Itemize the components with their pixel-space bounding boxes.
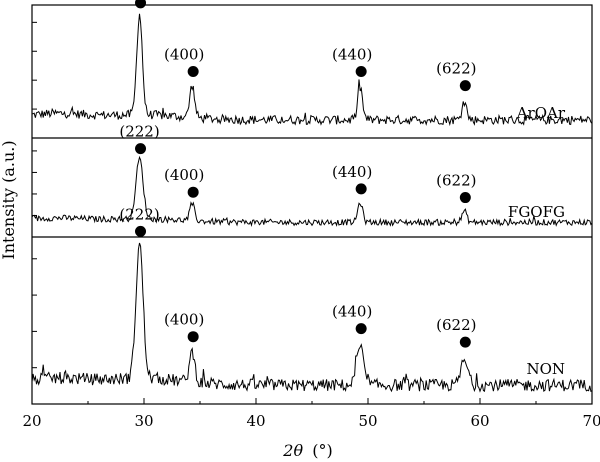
peak-label: (400) (164, 311, 204, 329)
x-tick-label: 30 (134, 412, 153, 430)
peak-label: (622) (436, 316, 476, 334)
x-axis-label-symbol: 2θ (282, 441, 303, 460)
peak-marker (135, 225, 147, 237)
peak-marker (135, 0, 147, 9)
x-axis-ticks: 20 30 40 50 60 70 (22, 398, 600, 430)
peak-label: (622) (436, 172, 476, 190)
x-tick-label: 40 (246, 412, 265, 430)
x-tick-label: 50 (358, 412, 377, 430)
peak-marker (355, 323, 367, 335)
peak-marker (355, 66, 367, 77)
peak-marker (187, 331, 199, 343)
peak-label: (222) (119, 123, 159, 141)
x-tick-label: 60 (470, 412, 489, 430)
x-tick-label: 20 (22, 412, 41, 430)
peak-label: (440) (332, 46, 372, 64)
panel-non: (222) (400) (440) (622) NON (31, 205, 593, 393)
x-axis-label: 2θ (°) (282, 441, 332, 460)
peak-marker (187, 66, 199, 77)
peak-label: (400) (164, 166, 204, 184)
peak-label: (440) (332, 303, 372, 321)
panel-aroar: (222)(400)(440)(622)ArOAr (31, 0, 593, 127)
panels-layer: (222) (400) (440) (622) ArOAr (222) (400) (440)… (31, 0, 593, 393)
series-line-aroar (31, 13, 593, 127)
peak-label: (440) (332, 163, 372, 181)
series-line-fgofg (31, 155, 593, 227)
peak-marker (135, 143, 147, 155)
peak-label: (222) (119, 205, 159, 223)
panel-fgofg: (222) (400) (440) (622) FGOFG (31, 123, 593, 227)
peak-marker (459, 192, 471, 204)
peak-marker (459, 80, 471, 92)
panel-label-non: NON (526, 360, 565, 378)
peak-marker (459, 336, 471, 348)
series-line-non (31, 242, 593, 393)
panel-label-aroar: ArOAr (516, 104, 566, 122)
x-axis-label-unit: (°) (312, 441, 332, 460)
peak-marker (355, 183, 367, 195)
x-tick-label: 70 (582, 412, 600, 430)
peak-label: (400) (164, 46, 204, 64)
peak-label: (622) (436, 60, 476, 78)
peak-marker (187, 186, 199, 198)
y-axis-label: Intensity (a.u.) (0, 140, 18, 259)
panel-label-fgofg: FGOFG (508, 203, 565, 221)
